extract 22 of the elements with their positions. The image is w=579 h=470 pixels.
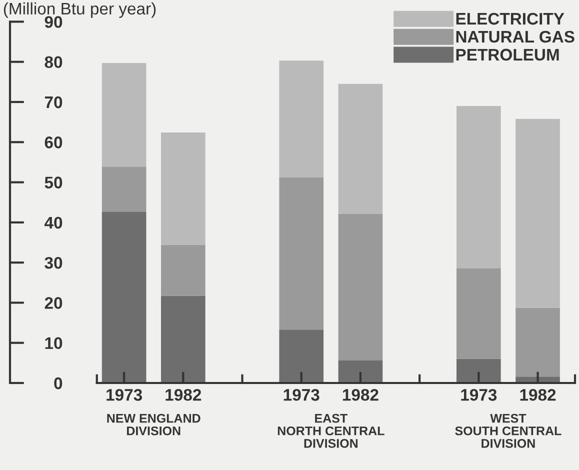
y-tick-label: 70 [44, 96, 62, 108]
y-tick-label: 20 [44, 297, 62, 309]
x-tick-label: 1973 [461, 388, 497, 401]
y-tick-label: 50 [44, 176, 62, 188]
y-tick-label: 90 [44, 16, 62, 28]
legend-label: ELECTRICITY [456, 12, 564, 25]
legend-label: PETROLEUM [456, 48, 559, 61]
y-tick-label: 30 [44, 256, 62, 269]
text: WEST SOUTH CENTRAL DIVISION [455, 414, 562, 448]
y-tick-label: 40 [44, 216, 62, 229]
x-tick-label: 1982 [342, 388, 378, 401]
text: EAST NORTH CENTRAL DIVISION [278, 414, 384, 448]
x-tick-label: 1982 [520, 388, 556, 401]
legend-label: NATURAL GAS [456, 30, 574, 43]
y-tick-label: 60 [44, 136, 62, 148]
y-tick-label: 0 [54, 377, 62, 390]
text: NEW ENGLAND DIVISION [107, 414, 200, 436]
x-tick-label: 1973 [284, 388, 320, 401]
x-tick-label: 1982 [166, 388, 202, 401]
y-tick-label: 10 [45, 337, 62, 350]
y-tick-label: 80 [44, 56, 62, 68]
x-tick-label: 1973 [106, 388, 142, 401]
